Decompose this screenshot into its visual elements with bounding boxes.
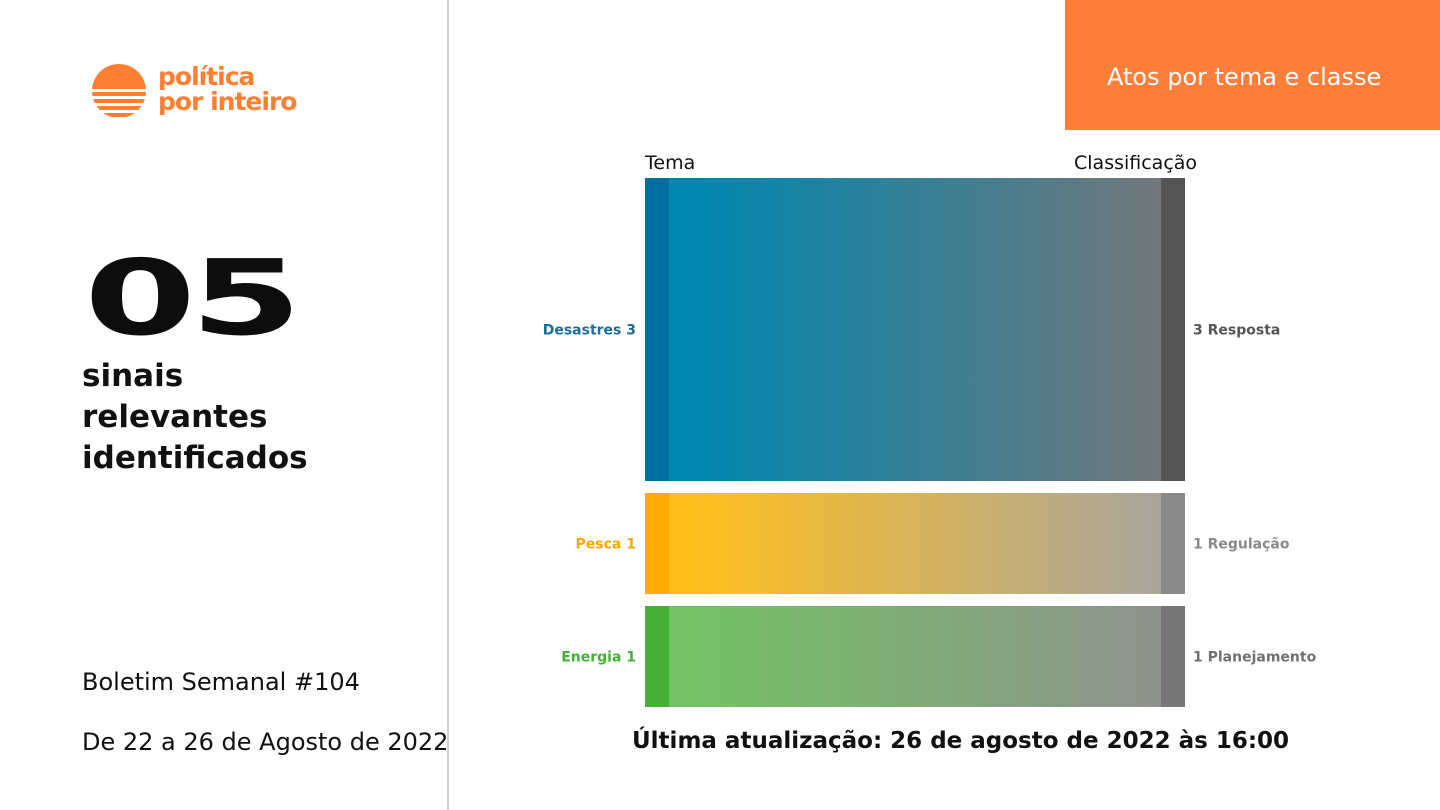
sankey-target-label-resposta: 3 Resposta bbox=[1193, 323, 1280, 339]
sankey-target-label-regulação: 1 Regulação bbox=[1193, 537, 1290, 553]
brand-wordmark: política por inteiro bbox=[158, 62, 297, 116]
sankey-target-node-resposta bbox=[1161, 178, 1185, 481]
left-column-header: Tema bbox=[645, 152, 696, 174]
vertical-divider bbox=[447, 0, 449, 810]
signal-desc-line-3: identificados bbox=[82, 440, 308, 476]
brand-line-2: por inteiro bbox=[158, 87, 297, 116]
sankey-link-pesca bbox=[645, 493, 1185, 594]
sankey-source-label-desastres: Desastres 3 bbox=[543, 323, 636, 339]
sankey-source-node-energia bbox=[645, 606, 669, 707]
signal-desc-line-1: sinais bbox=[82, 358, 184, 394]
signal-desc-line-2: relevantes bbox=[82, 399, 268, 435]
signal-description: sinais relevantes identificados bbox=[82, 356, 308, 479]
chart-title: Atos por tema e classe bbox=[1107, 63, 1382, 91]
sankey-source-node-pesca bbox=[645, 493, 669, 594]
bulletin-title: Boletim Semanal #104 bbox=[82, 668, 360, 696]
last-updated: Última atualização: 26 de agosto de 2022… bbox=[632, 728, 1290, 754]
sankey-target-node-planejamento bbox=[1161, 606, 1185, 707]
sankey-source-node-desastres bbox=[645, 178, 669, 481]
sankey-source-label-pesca: Pesca 1 bbox=[576, 537, 636, 553]
politica-por-inteiro-logo bbox=[92, 64, 146, 117]
sankey-target-node-regulação bbox=[1161, 493, 1185, 594]
signal-count: 05 bbox=[84, 237, 302, 359]
sankey-link-energia bbox=[645, 606, 1185, 707]
chart-title-banner: Atos por tema e classe bbox=[1065, 0, 1440, 130]
bulletin-dates: De 22 a 26 de Agosto de 2022 bbox=[82, 728, 449, 756]
sankey-source-label-energia: Energia 1 bbox=[561, 650, 636, 666]
sankey-link-desastres bbox=[645, 178, 1185, 481]
sankey-target-label-planejamento: 1 Planejamento bbox=[1193, 650, 1317, 666]
brand-line-1: política bbox=[158, 62, 255, 91]
right-column-header: Classificação bbox=[1074, 152, 1198, 174]
